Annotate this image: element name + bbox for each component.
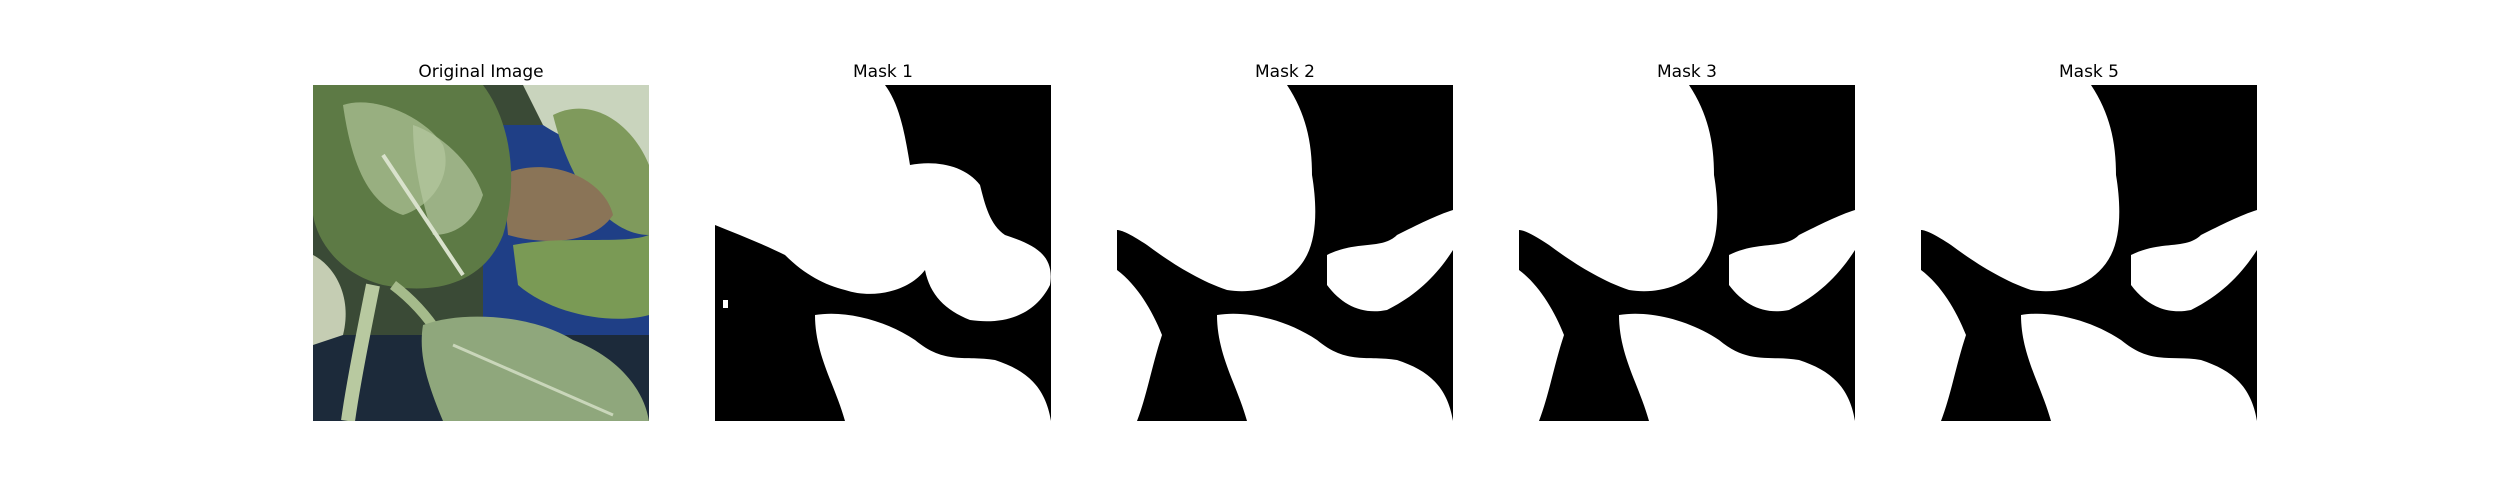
mask-3-shape	[1519, 85, 1855, 421]
original-image	[313, 85, 649, 421]
mask-3-image	[1519, 85, 1855, 421]
mask-2-image	[1117, 85, 1453, 421]
panel-title: Mask 1	[852, 62, 913, 82]
mask-5-shape	[1921, 85, 2257, 421]
panel-title: Mask 5	[2058, 62, 2119, 82]
mask-1-image	[715, 85, 1051, 421]
panel-mask-1: Mask 1	[715, 60, 1051, 421]
panel-mask-5: Mask 5	[1921, 60, 2257, 421]
panel-mask-2: Mask 2	[1117, 60, 1453, 421]
mask-1-shape	[715, 85, 1051, 421]
panel-original-image: Original Image	[313, 60, 649, 421]
panel-title: Mask 2	[1254, 62, 1315, 82]
panel-title: Mask 3	[1656, 62, 1717, 82]
mask-5-image	[1921, 85, 2257, 421]
panel-mask-3: Mask 3	[1519, 60, 1855, 421]
mask-2-shape	[1117, 85, 1453, 421]
panel-title: Original Image	[418, 62, 544, 82]
original-leaf-photo	[313, 85, 649, 421]
